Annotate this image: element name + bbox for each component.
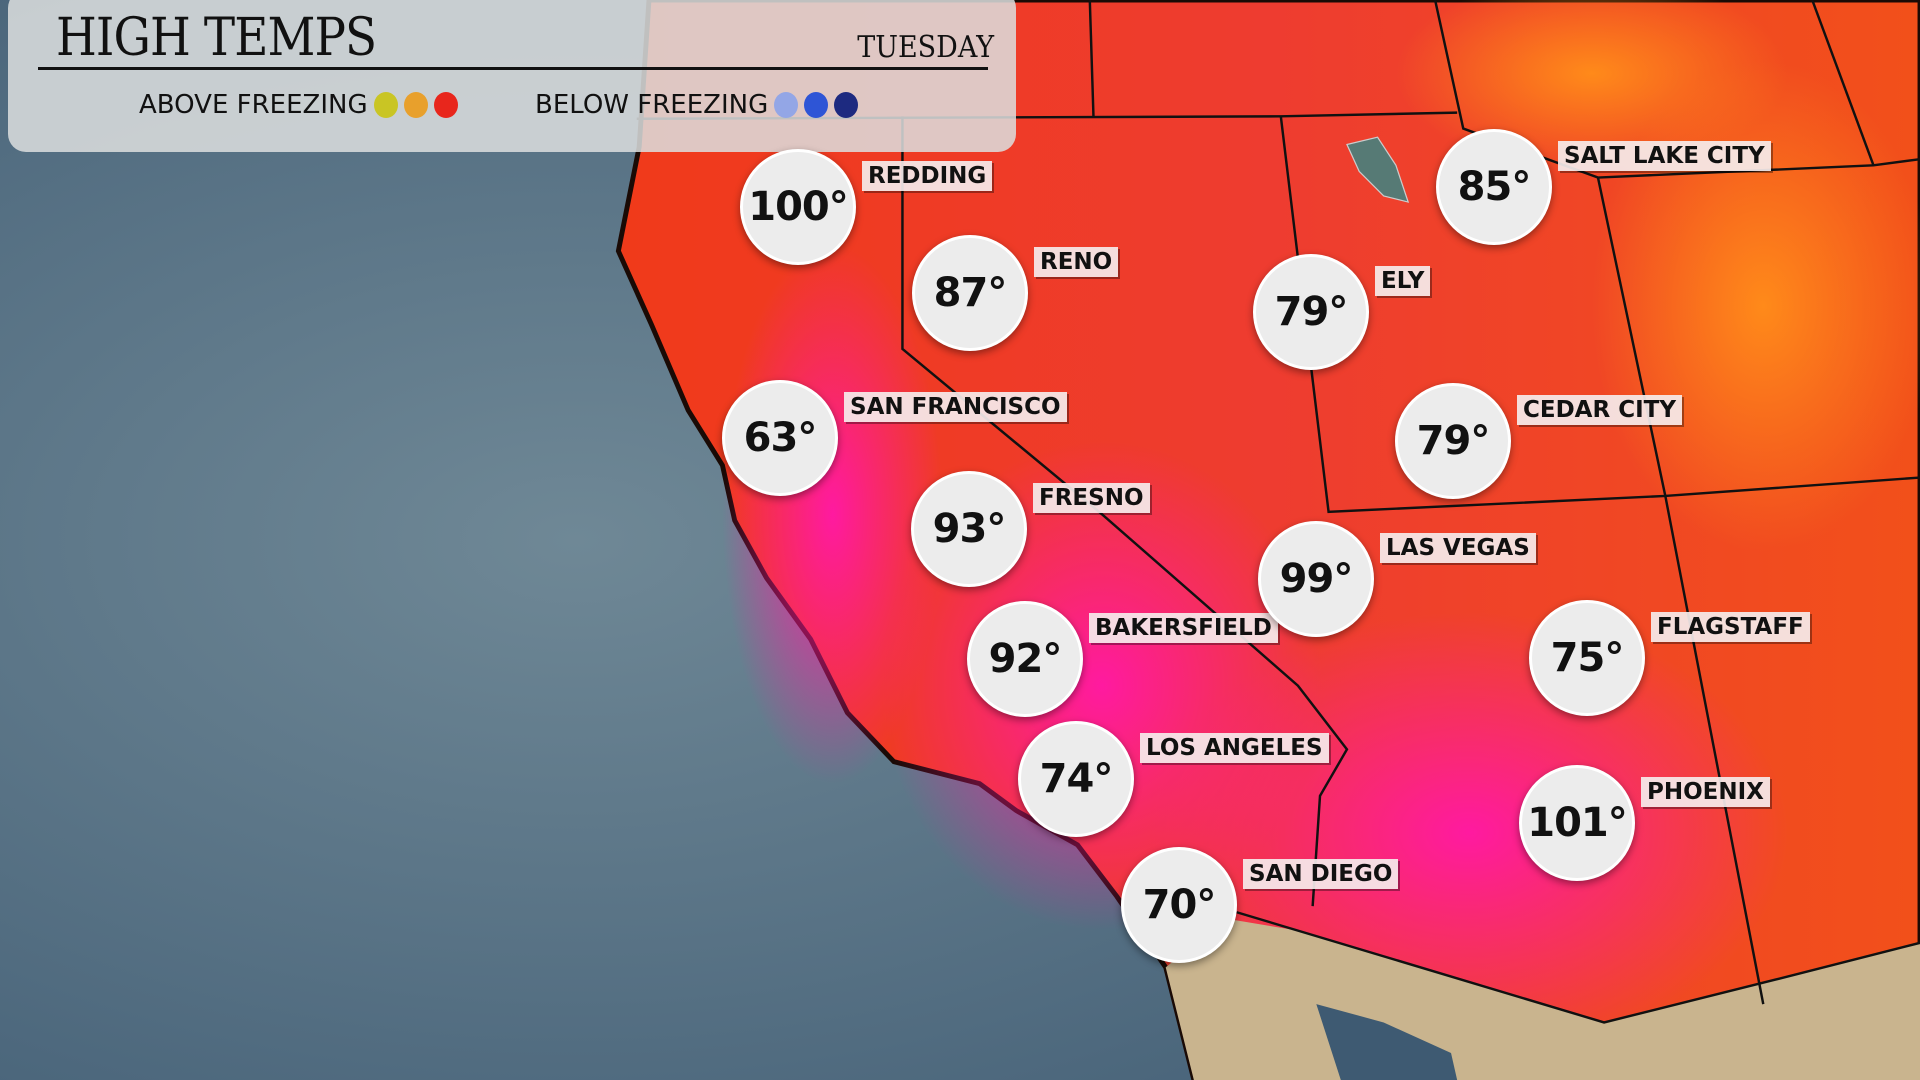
temp-circle: 70° xyxy=(1121,847,1237,963)
city-label: BAKERSFIELD xyxy=(1089,613,1278,643)
temp-circle: 101° xyxy=(1519,765,1635,881)
temp-circle: 79° xyxy=(1253,254,1369,370)
legend-dot xyxy=(804,92,829,118)
below-freezing-legend: BELOW FREEZING xyxy=(535,90,859,120)
city-label: FRESNO xyxy=(1033,483,1150,513)
city-label: SALT LAKE CITY xyxy=(1558,141,1771,171)
city-label: FLAGSTAFF xyxy=(1651,612,1810,642)
city-label: LAS VEGAS xyxy=(1380,533,1536,563)
temp-circle: 74° xyxy=(1018,721,1134,837)
city-label: LOS ANGELES xyxy=(1140,733,1329,763)
forecast-day: TUESDAY xyxy=(857,30,994,65)
temp-circle: 87° xyxy=(912,235,1028,351)
temp-circle: 63° xyxy=(722,380,838,496)
city-label: RENO xyxy=(1034,247,1119,277)
temp-circle: 79° xyxy=(1395,383,1511,499)
above-freezing-legend: ABOVE FREEZING xyxy=(139,90,458,120)
city-label: ELY xyxy=(1375,266,1431,296)
legend-dot xyxy=(373,92,398,118)
city-label: SAN FRANCISCO xyxy=(844,392,1067,422)
legend-dot xyxy=(834,92,859,118)
city-label: PHOENIX xyxy=(1641,777,1770,807)
map-title: HIGH TEMPS xyxy=(56,8,377,68)
great-salt-lake xyxy=(1346,136,1410,203)
temp-circle: 92° xyxy=(967,601,1083,717)
temp-circle: 93° xyxy=(911,471,1027,587)
temp-circle: 75° xyxy=(1529,600,1645,716)
title-divider xyxy=(38,67,988,70)
city-label: CEDAR CITY xyxy=(1517,395,1682,425)
city-label: SAN DIEGO xyxy=(1243,859,1399,889)
temp-circle: 99° xyxy=(1258,521,1374,637)
legend-panel: HIGH TEMPS TUESDAY ABOVE FREEZING BELOW … xyxy=(8,0,1016,152)
legend-dot xyxy=(774,92,799,118)
legend-dot xyxy=(433,92,458,118)
above-freezing-label: ABOVE FREEZING xyxy=(139,90,368,120)
below-freezing-label: BELOW FREEZING xyxy=(535,90,769,120)
legend-dot xyxy=(403,92,428,118)
temp-circle: 85° xyxy=(1436,129,1552,245)
gulf-of-california xyxy=(1316,1004,1458,1080)
city-label: REDDING xyxy=(862,161,993,191)
temp-circle: 100° xyxy=(740,149,856,265)
